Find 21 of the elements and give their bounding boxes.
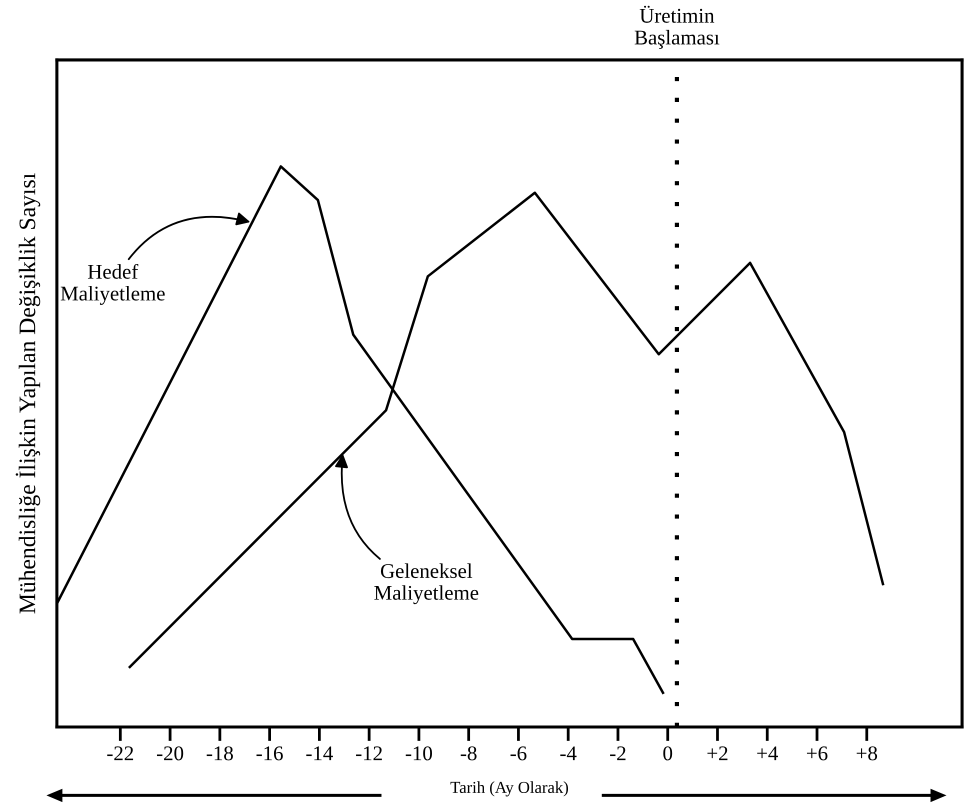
x-tick-label: -20 bbox=[156, 746, 184, 760]
x-tick-label: 0 bbox=[663, 746, 672, 760]
x-tick-label: +2 bbox=[707, 746, 728, 760]
x-tick-label: -6 bbox=[510, 746, 526, 760]
x-tick-label: -16 bbox=[256, 746, 283, 760]
x-tick-label: -14 bbox=[306, 746, 333, 760]
x-axis-title: Tarih (Ay Olarak) bbox=[450, 781, 568, 796]
x-tick-label: -8 bbox=[460, 746, 477, 760]
x-tick-label: +6 bbox=[806, 746, 828, 760]
x-tick-label: -4 bbox=[560, 746, 577, 760]
x-tick-label: -22 bbox=[107, 746, 134, 760]
annotation: Geleneksel Maliyetleme bbox=[374, 563, 478, 604]
x-tick-label: -12 bbox=[356, 746, 382, 760]
x-tick-label: +4 bbox=[757, 746, 778, 760]
ref-line-label: Üretimin Başlaması bbox=[634, 6, 720, 49]
x-tick-label: -2 bbox=[610, 746, 626, 760]
x-tick-label: -10 bbox=[406, 746, 432, 760]
annotation: Hedef Maliyetleme bbox=[60, 264, 165, 305]
y-axis-title: Mühendisliğe İlişkin Yapılan Değişiklik Sayısı bbox=[16, 173, 40, 614]
x-tick-label: -18 bbox=[206, 746, 233, 760]
x-tick-label: +8 bbox=[856, 746, 878, 760]
